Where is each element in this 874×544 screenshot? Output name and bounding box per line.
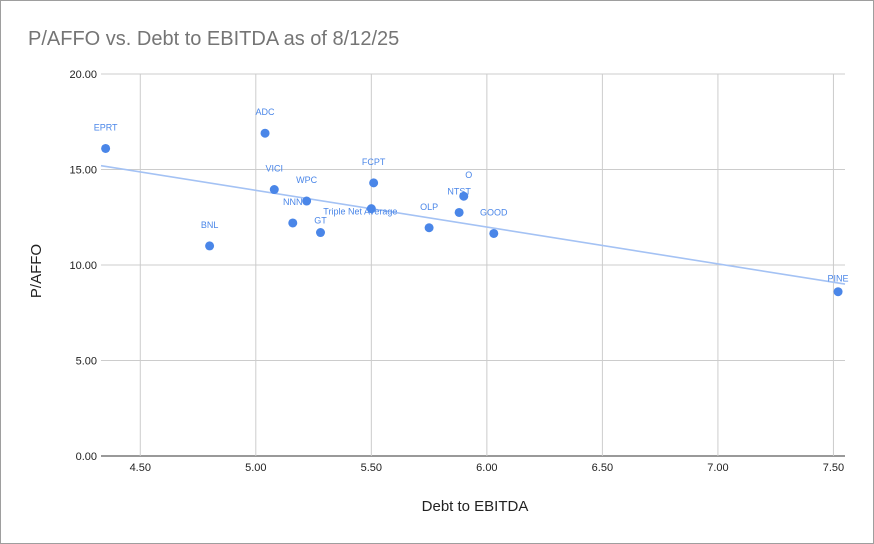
gridlines (101, 73, 845, 457)
point-label: BNL (201, 220, 219, 230)
chart-title: P/AFFO vs. Debt to EBITDA as of 8/12/25 (28, 28, 400, 50)
y-tick-label: 5.00 (76, 356, 97, 368)
y-tick-label: 20.00 (69, 69, 97, 81)
data-point (369, 178, 379, 188)
data-point (424, 223, 434, 233)
x-tick-label: 5.50 (361, 462, 382, 474)
point-label: EPRT (94, 122, 118, 132)
data-points (101, 128, 843, 297)
data-point (288, 218, 298, 228)
point-label: NNN (283, 197, 303, 207)
point-label: FCPT (362, 157, 386, 167)
point-label: WPC (296, 175, 317, 185)
y-tick-label: 15.00 (69, 165, 97, 177)
x-axis-label: Debt to EBITDA (422, 498, 529, 515)
y-tick-label: 0.00 (76, 451, 97, 463)
point-label: GT (314, 216, 327, 226)
trendline (100, 164, 846, 285)
y-tick-label: 10.00 (69, 260, 97, 272)
point-label: O (465, 170, 472, 180)
point-label: Triple Net Average (323, 207, 397, 217)
data-point (269, 185, 279, 195)
data-point (302, 196, 312, 206)
x-tick-label: 6.50 (592, 462, 613, 474)
x-tick-label: 7.50 (823, 462, 844, 474)
data-point (833, 287, 843, 297)
y-axis-label: P/AFFO (28, 244, 45, 298)
data-point (366, 204, 376, 214)
point-label: ADC (256, 107, 276, 117)
data-point (205, 241, 215, 251)
data-point (316, 228, 326, 238)
x-tick-label: 7.00 (707, 462, 728, 474)
data-point (260, 128, 270, 138)
trendline-group (100, 164, 846, 285)
data-point (459, 191, 469, 201)
point-label: OLP (420, 202, 438, 212)
x-tick-label: 4.50 (130, 462, 151, 474)
point-label: NTST (447, 186, 471, 196)
x-tick-label: 6.00 (476, 462, 497, 474)
data-point (454, 207, 464, 217)
point-label: VICI (266, 164, 284, 174)
point-label: PINE (828, 274, 849, 284)
point-label: GOOD (480, 207, 508, 217)
data-point (489, 228, 499, 238)
data-point (101, 143, 111, 153)
x-tick-label: 5.00 (245, 462, 266, 474)
axes: 0.00 5.00 10.00 15.00 20.00 4.50 5.00 5.50 6.00 6… (69, 69, 844, 474)
